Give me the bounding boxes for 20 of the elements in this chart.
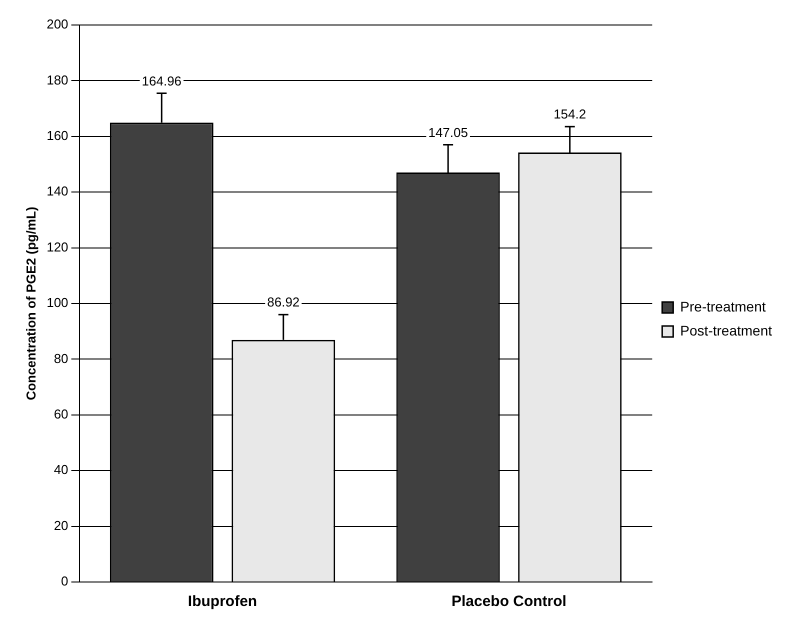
data-label: 164.96 — [142, 73, 182, 88]
data-label: 154.2 — [554, 106, 586, 122]
y-axis-title: Concentration of PGE2 (pg/mL) — [23, 206, 38, 400]
y-tick-label: 160 — [46, 128, 68, 143]
y-tick-label: 100 — [46, 295, 68, 310]
y-tick-label: 180 — [46, 72, 68, 88]
x-tick-label: Placebo Control — [451, 593, 566, 610]
y-tick-label: 140 — [46, 184, 68, 199]
y-tick-label: 120 — [46, 239, 68, 254]
y-tick-label: 0 — [61, 574, 68, 589]
data-label: 86.92 — [267, 294, 300, 310]
y-tick-label: 80 — [54, 350, 68, 366]
y-tick-label: 20 — [54, 518, 68, 533]
y-tick-label: 60 — [54, 406, 68, 422]
x-tick-label: Ibuprofen — [188, 593, 258, 610]
legend-label: Post-treatment — [680, 322, 772, 338]
data-label: 147.05 — [428, 124, 468, 140]
y-tick-label: 40 — [54, 462, 68, 478]
y-tick-label: 200 — [46, 16, 68, 32]
legend-label: Pre-treatment — [680, 298, 766, 314]
